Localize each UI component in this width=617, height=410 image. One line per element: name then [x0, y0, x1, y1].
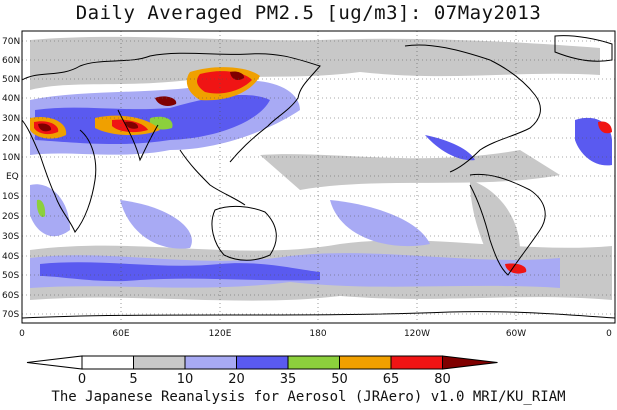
lat-label: 30N: [2, 114, 20, 124]
colorbar-tick-label: 80: [434, 372, 451, 387]
colorbar-swatch: [184, 355, 237, 370]
coast-africa: [21, 119, 97, 233]
lat-label: 60S: [2, 291, 19, 301]
map-panel: [21, 30, 616, 324]
coast-greenland: [554, 35, 613, 62]
coast-india: [117, 109, 159, 162]
lon-label: 120E: [209, 329, 232, 339]
field-darkred-china2: [230, 71, 245, 80]
map-title: Daily Averaged PM2.5 [ug/m3]: 07May2013: [75, 2, 542, 24]
lat-label: 20S: [2, 212, 19, 222]
field-red-east: [598, 121, 612, 134]
coastlines: [21, 35, 616, 319]
colorbar-swatch: [133, 355, 186, 370]
lat-label: 70S: [2, 310, 19, 320]
lon-label: 0: [606, 329, 612, 339]
field-darkred-sahara: [38, 123, 52, 132]
lat-axis: 70N 60N 50N 40N 30N 20N 10N EQ 10S 20S 3…: [2, 37, 20, 320]
lon-label: 120W: [404, 329, 430, 339]
colorbar-tick-label: 10: [177, 372, 194, 387]
coast-seasia: [179, 149, 246, 206]
field-darkred-india: [125, 121, 139, 129]
coast-antarctica: [21, 311, 616, 319]
pm25-field: [30, 36, 612, 301]
graticule: [22, 31, 615, 323]
lon-label: 180: [309, 329, 326, 339]
field-lightblue-indian: [120, 200, 192, 249]
lat-label: 50N: [2, 75, 20, 85]
lon-axis: 0 60E 120E 180 120W 60W 0: [19, 329, 612, 339]
colorbar-swatch-max: [442, 355, 498, 370]
lat-label: 50S: [2, 271, 19, 281]
lat-label: EQ: [6, 172, 19, 182]
lat-label: 40N: [2, 94, 20, 104]
lat-label: 70N: [2, 37, 20, 47]
colorbar-tick-label: 20: [228, 372, 245, 387]
colorbar-tick-label: 5: [129, 372, 137, 387]
field-darkred-china: [155, 96, 177, 106]
lon-label: 60W: [506, 329, 526, 339]
colorbar-labels: 0 5 10 20 35 50 65 80: [78, 372, 451, 387]
lat-label: 30S: [2, 232, 19, 242]
colorbar-swatches: [26, 355, 498, 370]
field-blue-south: [40, 262, 320, 282]
colorbar-tick-label: 50: [331, 372, 348, 387]
footer-credit: The Japanese Reanalysis for Aerosol (JRA…: [51, 389, 566, 405]
colorbar-swatch: [339, 355, 392, 370]
colorbar-swatch: [81, 355, 134, 370]
colorbar-swatch: [287, 355, 340, 370]
field-green-africa: [36, 199, 46, 218]
colorbar-tick-label: 0: [78, 372, 86, 387]
coast-north-america: [404, 44, 541, 173]
coast-australia: [211, 205, 277, 261]
colorbar-swatch: [390, 355, 443, 370]
lat-label: 40S: [2, 252, 19, 262]
coast-europe-asia: [21, 52, 321, 163]
lat-label: 60N: [2, 56, 20, 66]
field-lightblue-pacific: [330, 200, 430, 247]
lat-label: 10N: [2, 153, 20, 163]
colorbar: 0 5 10 20 35 50 65 80: [26, 355, 498, 387]
coast-south-america: [469, 173, 546, 276]
lon-label: 60E: [112, 329, 129, 339]
lon-label: 0: [19, 329, 25, 339]
field-lightblue-africa: [30, 184, 70, 237]
field-gray-tropics: [260, 150, 560, 190]
lat-label: 10S: [2, 192, 19, 202]
colorbar-swatch: [236, 355, 289, 370]
colorbar-swatch-min: [26, 355, 83, 370]
field-gray-sam: [470, 180, 520, 270]
colorbar-tick-label: 65: [383, 372, 400, 387]
lat-label: 20N: [2, 134, 20, 144]
field-blue-central-am: [425, 135, 475, 161]
colorbar-tick-label: 35: [280, 372, 297, 387]
